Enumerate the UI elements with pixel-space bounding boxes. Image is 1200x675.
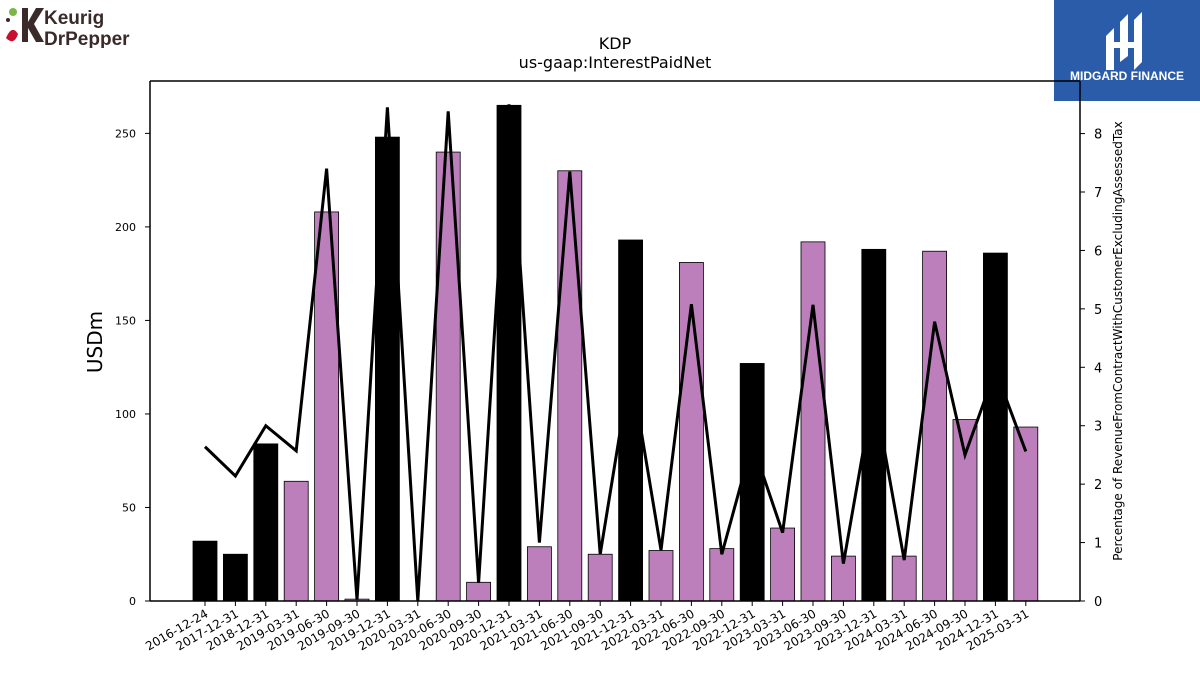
y2-tick-label: 8 <box>1094 128 1102 143</box>
midgard-mark-left <box>1106 28 1114 70</box>
bar <box>648 550 674 602</box>
y2-tick-label: 5 <box>1094 303 1102 318</box>
y2-tick-label: 2 <box>1094 478 1102 493</box>
bar <box>283 480 309 602</box>
midgard-mark-bar <box>1112 42 1138 48</box>
kdp-logo-graphic: Keurig DrPepper <box>6 8 130 50</box>
y2-tick-label: 3 <box>1094 420 1102 435</box>
kdp-k-mark <box>22 8 44 42</box>
bar <box>222 553 248 602</box>
bar <box>922 250 947 602</box>
y-tick-label: 100 <box>115 408 136 421</box>
y-tick-label: 50 <box>122 501 136 514</box>
kdp-drop-icon <box>6 29 18 42</box>
bar <box>679 262 704 602</box>
bar <box>587 553 613 602</box>
midgard-mark-right <box>1134 12 1142 70</box>
bar <box>739 363 765 602</box>
y-tick-label: 250 <box>115 127 136 140</box>
kdp-dot-icon <box>6 18 10 22</box>
bar <box>861 248 887 602</box>
bar <box>952 419 978 602</box>
bar <box>1013 426 1039 602</box>
kdp-logo-line2: DrPepper <box>44 29 130 48</box>
y-tick-label: 150 <box>115 314 136 327</box>
bar <box>496 104 522 602</box>
bar <box>800 241 826 602</box>
bar <box>770 527 795 602</box>
y2-tick-label: 6 <box>1094 244 1102 259</box>
y2-tick-label: 0 <box>1094 595 1102 610</box>
bar <box>253 443 279 602</box>
bar <box>557 170 583 602</box>
kdp-logo-line1: Keurig <box>44 8 104 29</box>
percentage-line <box>203 104 1028 602</box>
y2-tick-label: 4 <box>1094 361 1102 376</box>
midgard-logo-graphic: MIDGARD FINANCE <box>1054 0 1200 101</box>
chart-title: KDP <box>599 34 632 53</box>
y2-axis-label: Percentage of RevenueFromContractWithCus… <box>1111 121 1125 560</box>
bar <box>709 548 735 602</box>
midgard-logo-text: MIDGARD FINANCE <box>1070 69 1184 83</box>
chart-subtitle: us-gaap:InterestPaidNet <box>519 53 712 72</box>
y-tick-label: 200 <box>115 221 136 234</box>
plot-area: 0501001502002500123456782016-12-242017-1… <box>115 80 1102 653</box>
bar <box>527 546 552 602</box>
bar <box>466 581 492 602</box>
y-tick-label: 0 <box>129 595 136 608</box>
bar <box>374 136 400 602</box>
y2-tick-label: 7 <box>1094 186 1102 201</box>
keurig-drpepper-logo: Keurig DrPepper <box>4 4 154 50</box>
y-axis-label: USDm <box>83 311 107 373</box>
bar <box>891 555 917 602</box>
bar <box>983 252 1008 602</box>
midgard-mark-mid <box>1120 14 1128 62</box>
bar <box>192 540 218 602</box>
kdp-leaf-icon <box>9 8 17 16</box>
y2-tick-label: 1 <box>1094 537 1102 552</box>
midgard-finance-logo: MIDGARD FINANCE <box>1054 0 1200 101</box>
